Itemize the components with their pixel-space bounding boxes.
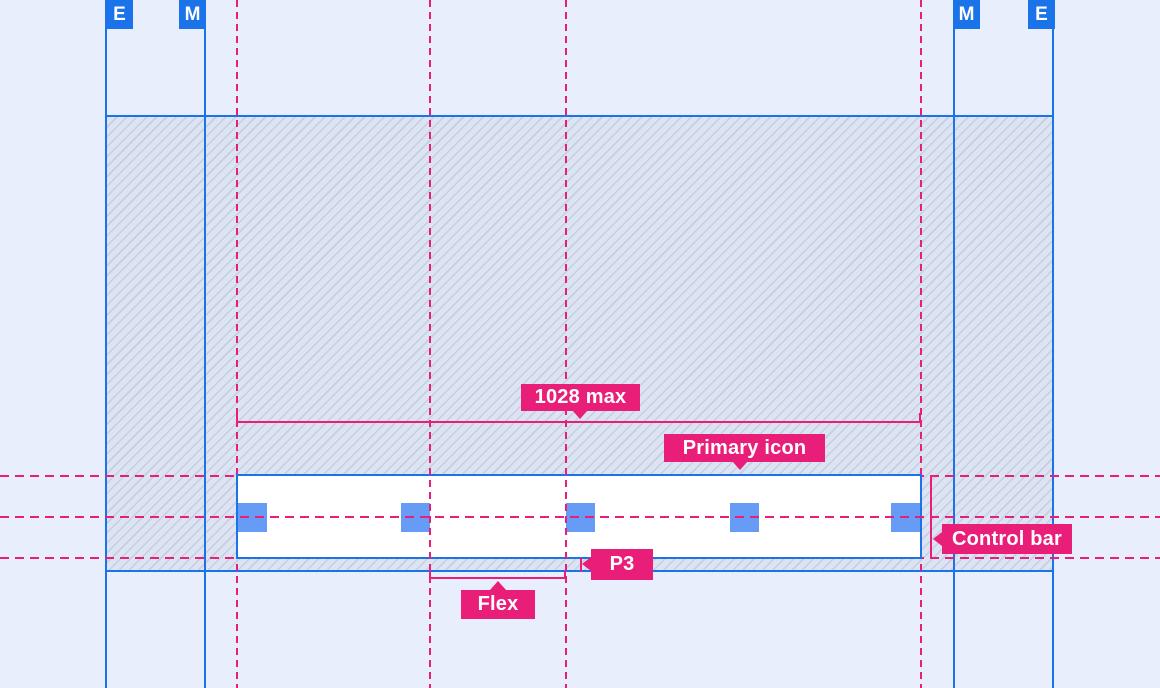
pointer-down-icon [572,410,588,419]
measure-tick-flex-right [564,571,566,579]
measure-tick-flex-left [429,571,431,579]
measure-line-max-width [236,421,921,423]
margin-guide-right-inner [953,0,955,688]
measure-tick-max-width-left [236,413,238,423]
measure-tick-padding-bottom [580,558,582,572]
measure-tick-max-width-right [919,413,921,423]
guide-icon-centerline [0,516,1160,518]
pointer-up-icon [490,581,506,590]
label-max-width: 1028 max [521,384,640,411]
margin-guide-left-outer [105,0,107,688]
guide-flex-left [429,0,431,688]
margin-badge-m-right: M [953,0,980,29]
label-padding-bottom: P3 [591,549,653,580]
guide-flex-right [565,0,567,688]
pointer-left-icon [582,557,591,571]
guide-bar-right-edge [920,0,922,688]
margin-guide-left-inner [204,0,206,688]
margin-guide-right-outer [1052,0,1054,688]
measure-line-control-bar-height [930,475,932,558]
guide-bar-left-edge [236,0,238,688]
label-control-bar: Control bar [942,524,1072,554]
margin-badge-e-right: E [1028,0,1055,29]
pointer-left-icon [933,532,942,546]
margin-badge-m-left: M [179,0,206,29]
margin-badge-e-left: E [106,0,133,29]
measure-line-flex [429,577,566,579]
label-primary-icon: Primary icon [664,434,825,462]
label-flex-gap: Flex [461,590,535,619]
pointer-down-icon [732,461,748,470]
